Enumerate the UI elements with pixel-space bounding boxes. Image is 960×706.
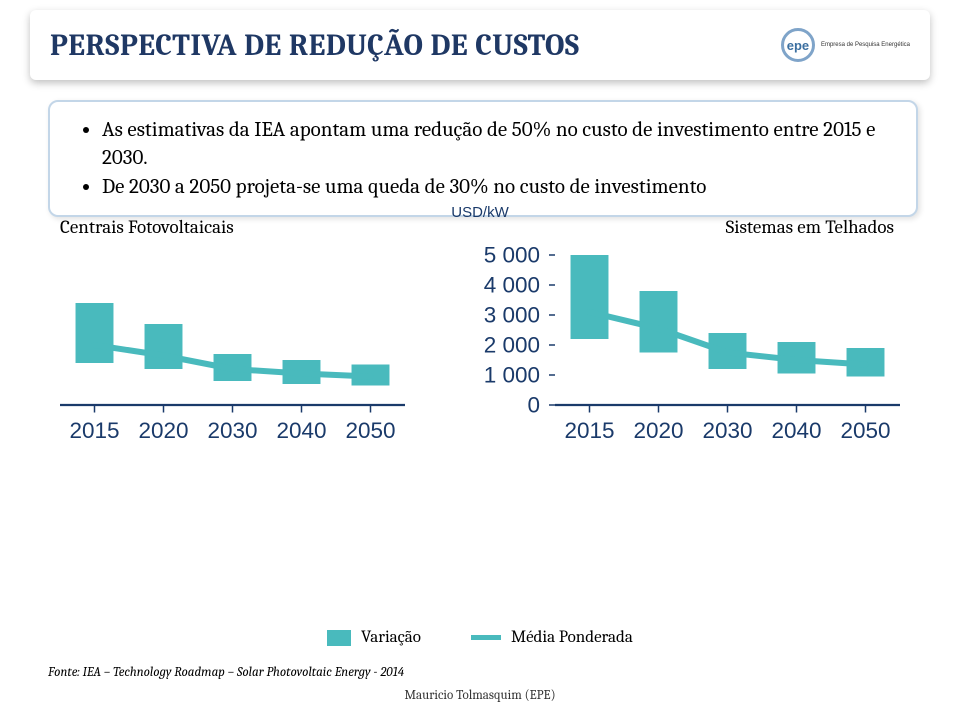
svg-text:2040: 2040 (771, 418, 821, 443)
svg-text:4 000: 4 000 (484, 273, 540, 298)
legend-variation-label: Variação (361, 628, 421, 647)
line-swatch-icon (471, 635, 501, 640)
svg-text:2020: 2020 (138, 418, 188, 443)
page-title: PERSPECTIVA DE REDUÇÃO DE CUSTOS (50, 28, 580, 63)
right-chart-label: Sistemas em Telhados (726, 216, 894, 238)
footer-text: Mauricio Tolmasquim (EPE) (0, 685, 960, 706)
legend-variation: Variação (327, 628, 421, 647)
svg-text:2020: 2020 (633, 418, 683, 443)
svg-text:2030: 2030 (207, 418, 257, 443)
svg-text:2030: 2030 (702, 418, 752, 443)
header-box: PERSPECTIVA DE REDUÇÃO DE CUSTOS epe Emp… (30, 10, 930, 80)
bullet-2: De 2030 a 2050 projeta-se uma queda de 3… (102, 173, 894, 201)
left-chart: 2015 2020 2030 2040 2050 (30, 240, 480, 465)
svg-text:1 000: 1 000 (484, 363, 540, 388)
bar-swatch-icon (327, 630, 351, 646)
svg-text:2040: 2040 (276, 418, 326, 443)
svg-text:2015: 2015 (564, 418, 614, 443)
charts-row: Centrais Fotovoltaicais 2015 2020 2030 2040… (30, 210, 930, 630)
svg-text:2050: 2050 (345, 418, 395, 443)
left-chart-col: Centrais Fotovoltaicais 2015 2020 2030 2040… (30, 210, 480, 630)
svg-text:2015: 2015 (69, 418, 119, 443)
svg-text:3 000: 3 000 (484, 303, 540, 328)
legend-mean: Média Ponderada (471, 628, 633, 647)
svg-text:2050: 2050 (840, 418, 890, 443)
svg-text:0: 0 (527, 393, 540, 418)
svg-text:5 000: 5 000 (484, 243, 540, 268)
logo-subtitle: Empresa de Pesquisa Energética (821, 42, 910, 48)
logo: epe Empresa de Pesquisa Energética (781, 28, 910, 62)
logo-icon: epe (781, 28, 815, 62)
legend: Variação Média Ponderada (0, 628, 960, 647)
left-chart-label: Centrais Fotovoltaicais (60, 216, 234, 238)
bullet-1: As estimativas da IEA apontam uma reduçã… (102, 116, 894, 173)
bullet-box: As estimativas da IEA apontam uma reduçã… (48, 100, 918, 217)
right-chart: 0 1 000 2 000 3 000 4 000 5 000 2015 2020 2030 20… (480, 240, 930, 465)
source-text: Fonte: IEA – Technology Roadmap – Solar … (48, 665, 404, 680)
right-chart-col: Sistemas em Telhados 0 1 000 2 000 3 000 4 0… (480, 210, 930, 630)
legend-mean-label: Média Ponderada (511, 628, 633, 647)
svg-text:2 000: 2 000 (484, 333, 540, 358)
